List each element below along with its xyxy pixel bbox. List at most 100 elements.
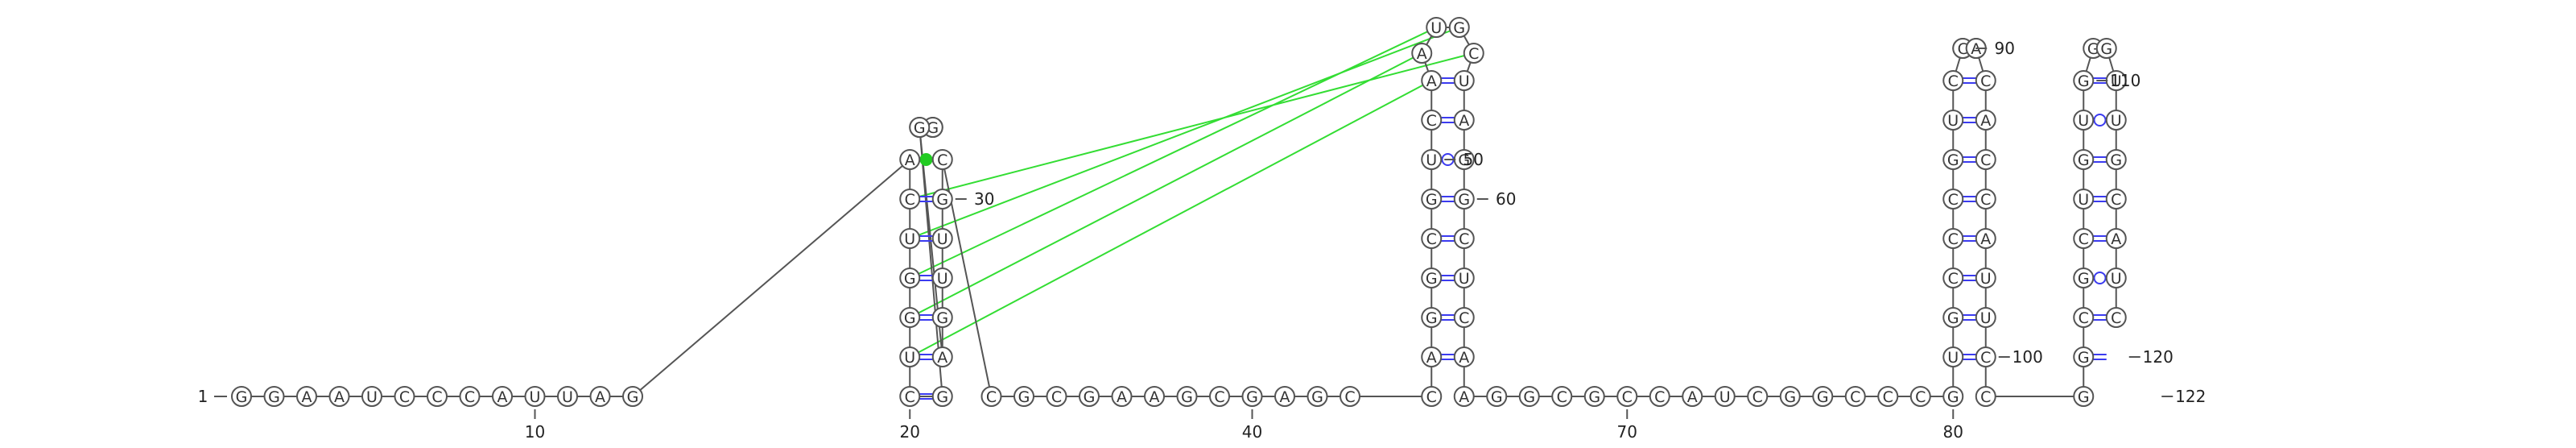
position-label: 60 — [1496, 189, 1516, 209]
nucleotide-letter: G — [1458, 151, 1470, 169]
nucleotide-letter: C — [1915, 388, 1926, 406]
nucleotide-letter: G — [2078, 151, 2090, 169]
nucleotide-letter: U — [904, 230, 915, 248]
nucleotide-circle — [931, 268, 953, 288]
nucleotide-letter: G — [1523, 388, 1535, 406]
nucleotide-letter: G — [914, 119, 926, 137]
nucleotide-circle — [1518, 386, 1540, 407]
nucleotide: G — [1307, 386, 1328, 407]
nucleotide-letter: G — [2078, 73, 2090, 90]
nucleotide-letter: G — [2078, 349, 2090, 367]
nucleotide-letter: G — [236, 388, 248, 406]
nucleotide-letter: U — [2078, 191, 2089, 209]
nucleotide-circle — [1079, 386, 1100, 407]
nucleotide-circle — [1975, 307, 1996, 328]
nucleotide: C — [1942, 268, 1964, 288]
nucleotide-circle — [1421, 70, 1443, 91]
nucleotide: C — [1942, 70, 1964, 91]
nucleotide: C — [1649, 386, 1670, 407]
nucleotide: G — [2105, 149, 2127, 170]
nucleotide: U — [524, 386, 546, 407]
nucleotide-letter: G — [2110, 151, 2122, 169]
nucleotide-circle — [1340, 386, 1360, 407]
nucleotide-letter: C — [1622, 388, 1633, 406]
nucleotide-letter: U — [2111, 73, 2122, 90]
nucleotide-circle — [2105, 307, 2127, 328]
nucleotide-circle — [1975, 110, 1996, 131]
nucleotide-circle — [328, 386, 350, 407]
nucleotide: C — [1209, 386, 1230, 407]
nucleotide-letter: U — [562, 388, 573, 406]
nucleotide-letter: G — [1453, 19, 1465, 37]
nucleotide-circle — [1975, 189, 1996, 209]
nucleotide: C — [1421, 110, 1443, 131]
nucleotide: A — [296, 386, 317, 407]
nucleotide: U — [1942, 346, 1964, 367]
nucleotide-letter: A — [1459, 349, 1469, 367]
nucleotide: U — [1453, 70, 1475, 91]
nucleotide: C — [1463, 43, 1484, 64]
nucleotide-letter: C — [1214, 388, 1224, 406]
nucleotide-circle — [1616, 386, 1638, 407]
position-label: 100 — [2013, 347, 2043, 367]
nucleotide-letter: G — [1947, 309, 1959, 327]
nucleotide-circle — [931, 386, 953, 407]
nucleotide: A — [1453, 386, 1475, 407]
nucleotide-letter: C — [1557, 388, 1567, 406]
nucleotide-circle — [931, 228, 953, 249]
nucleotide-letter: G — [1311, 388, 1323, 406]
nucleotide-letter: C — [905, 388, 915, 406]
nucleotide: U — [1453, 268, 1475, 288]
nucleotide-letter: U — [1430, 19, 1442, 37]
nucleotide-circle — [1975, 228, 1996, 249]
nucleotide-letter: A — [1980, 230, 1991, 248]
nucleotide-letter: C — [986, 388, 997, 406]
nucleotide: G — [2073, 268, 2095, 288]
nucleotide-circle — [1453, 189, 1475, 209]
position-label: 90 — [1995, 39, 2015, 58]
backbone-layer — [242, 27, 2117, 397]
nucleotide-circle — [394, 386, 415, 407]
nucleotide: A — [1144, 386, 1165, 407]
nucleotide: C — [931, 149, 953, 170]
backbone-segment — [632, 159, 910, 397]
nucleotide-circle — [931, 149, 953, 170]
nucleotide-letter: A — [905, 151, 915, 169]
position-label: 20 — [900, 422, 920, 442]
nucleotide-circle — [1942, 70, 1964, 91]
nucleotide-circle — [1583, 386, 1605, 407]
nucleotide-circle — [1844, 386, 1866, 407]
nucleotide-letter: G — [927, 119, 939, 137]
nucleotide: A — [1682, 386, 1703, 407]
nucleotide-circle — [1421, 386, 1443, 407]
nucleotide-circle — [1421, 110, 1443, 131]
nucleotide: A — [1274, 386, 1295, 407]
nucleotide: C — [1747, 386, 1769, 407]
nucleotide-circle — [2073, 386, 2095, 407]
nucleotide-letter: U — [530, 388, 541, 406]
nucleotide-circle — [1453, 110, 1475, 131]
nucleotide-circle — [1714, 386, 1736, 407]
nucleotide: U — [1421, 149, 1443, 170]
nucleotide-letter: G — [936, 388, 948, 406]
nucleotide-letter: G — [268, 388, 280, 406]
position-label: 40 — [1242, 422, 1262, 442]
nucleotide-circle — [1176, 386, 1198, 407]
nucleotide-letter: G — [936, 309, 948, 327]
nucleotide-letter: G — [627, 388, 639, 406]
nucleotide: G — [1421, 307, 1443, 328]
nucleotide-letter: G — [1491, 388, 1503, 406]
nucleotide-circle — [2073, 70, 2095, 91]
nucleotide-circle — [1453, 386, 1475, 407]
nucleotide: G — [622, 386, 643, 407]
nucleotide: U — [899, 228, 921, 249]
nucleotide-letter: G — [1084, 388, 1096, 406]
nucleotide-circle — [1453, 307, 1475, 328]
nucleotide-circle — [1975, 268, 1996, 288]
nucleotide: C — [394, 386, 415, 407]
nucleotide-letter: U — [1719, 388, 1731, 406]
nucleotide-circle — [1682, 386, 1703, 407]
nucleotide-letter: C — [1948, 73, 1959, 90]
nucleotide: C — [1877, 386, 1899, 407]
pseudoknot-line — [909, 27, 1437, 279]
